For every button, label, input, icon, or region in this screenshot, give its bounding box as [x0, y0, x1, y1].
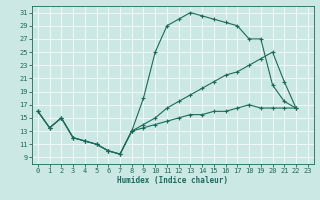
X-axis label: Humidex (Indice chaleur): Humidex (Indice chaleur): [117, 176, 228, 185]
